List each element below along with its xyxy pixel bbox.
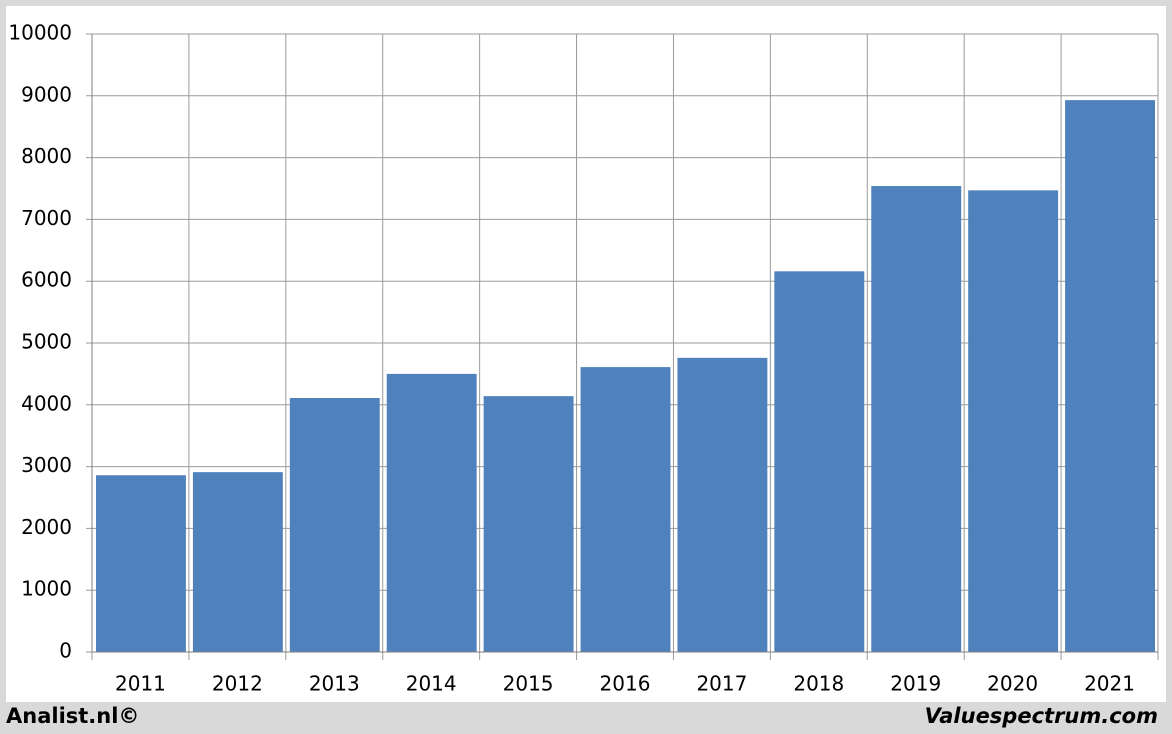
y-tick-label: 2000 bbox=[21, 515, 72, 539]
bar bbox=[968, 190, 1059, 652]
x-tick-label: 2016 bbox=[600, 672, 651, 696]
credit-left: Analist.nl© bbox=[6, 704, 139, 728]
x-tick-label: 2011 bbox=[115, 672, 166, 696]
y-tick-label: 1000 bbox=[21, 577, 72, 601]
bar bbox=[386, 373, 477, 652]
bar bbox=[677, 357, 768, 652]
y-tick-label: 0 bbox=[59, 639, 72, 663]
bar bbox=[289, 398, 380, 652]
x-tick-label: 2018 bbox=[793, 672, 844, 696]
x-tick-label: 2019 bbox=[890, 672, 941, 696]
bar bbox=[96, 475, 186, 652]
y-tick-label: 6000 bbox=[21, 268, 72, 292]
bar bbox=[192, 472, 283, 652]
y-tick-label: 8000 bbox=[21, 144, 72, 168]
credit-right: Valuespectrum.com bbox=[925, 704, 1158, 728]
bar bbox=[774, 271, 865, 652]
y-tick-label: 5000 bbox=[21, 330, 72, 354]
bar bbox=[871, 186, 962, 652]
x-tick-label: 2020 bbox=[987, 672, 1038, 696]
x-tick-label: 2012 bbox=[212, 672, 263, 696]
y-tick-label: 9000 bbox=[21, 82, 72, 106]
bar bbox=[1065, 100, 1155, 653]
x-tick-label: 2017 bbox=[696, 672, 747, 696]
x-tick-label: 2014 bbox=[406, 672, 457, 696]
x-tick-label: 2021 bbox=[1084, 672, 1135, 696]
y-tick-label: 7000 bbox=[21, 206, 72, 230]
bar bbox=[580, 367, 671, 652]
y-tick-label: 3000 bbox=[21, 453, 72, 477]
bar bbox=[483, 396, 574, 652]
y-tick-label: 10000 bbox=[8, 21, 72, 45]
x-tick-label: 2015 bbox=[503, 672, 554, 696]
x-tick-label: 2013 bbox=[309, 672, 360, 696]
y-tick-label: 4000 bbox=[21, 391, 72, 415]
